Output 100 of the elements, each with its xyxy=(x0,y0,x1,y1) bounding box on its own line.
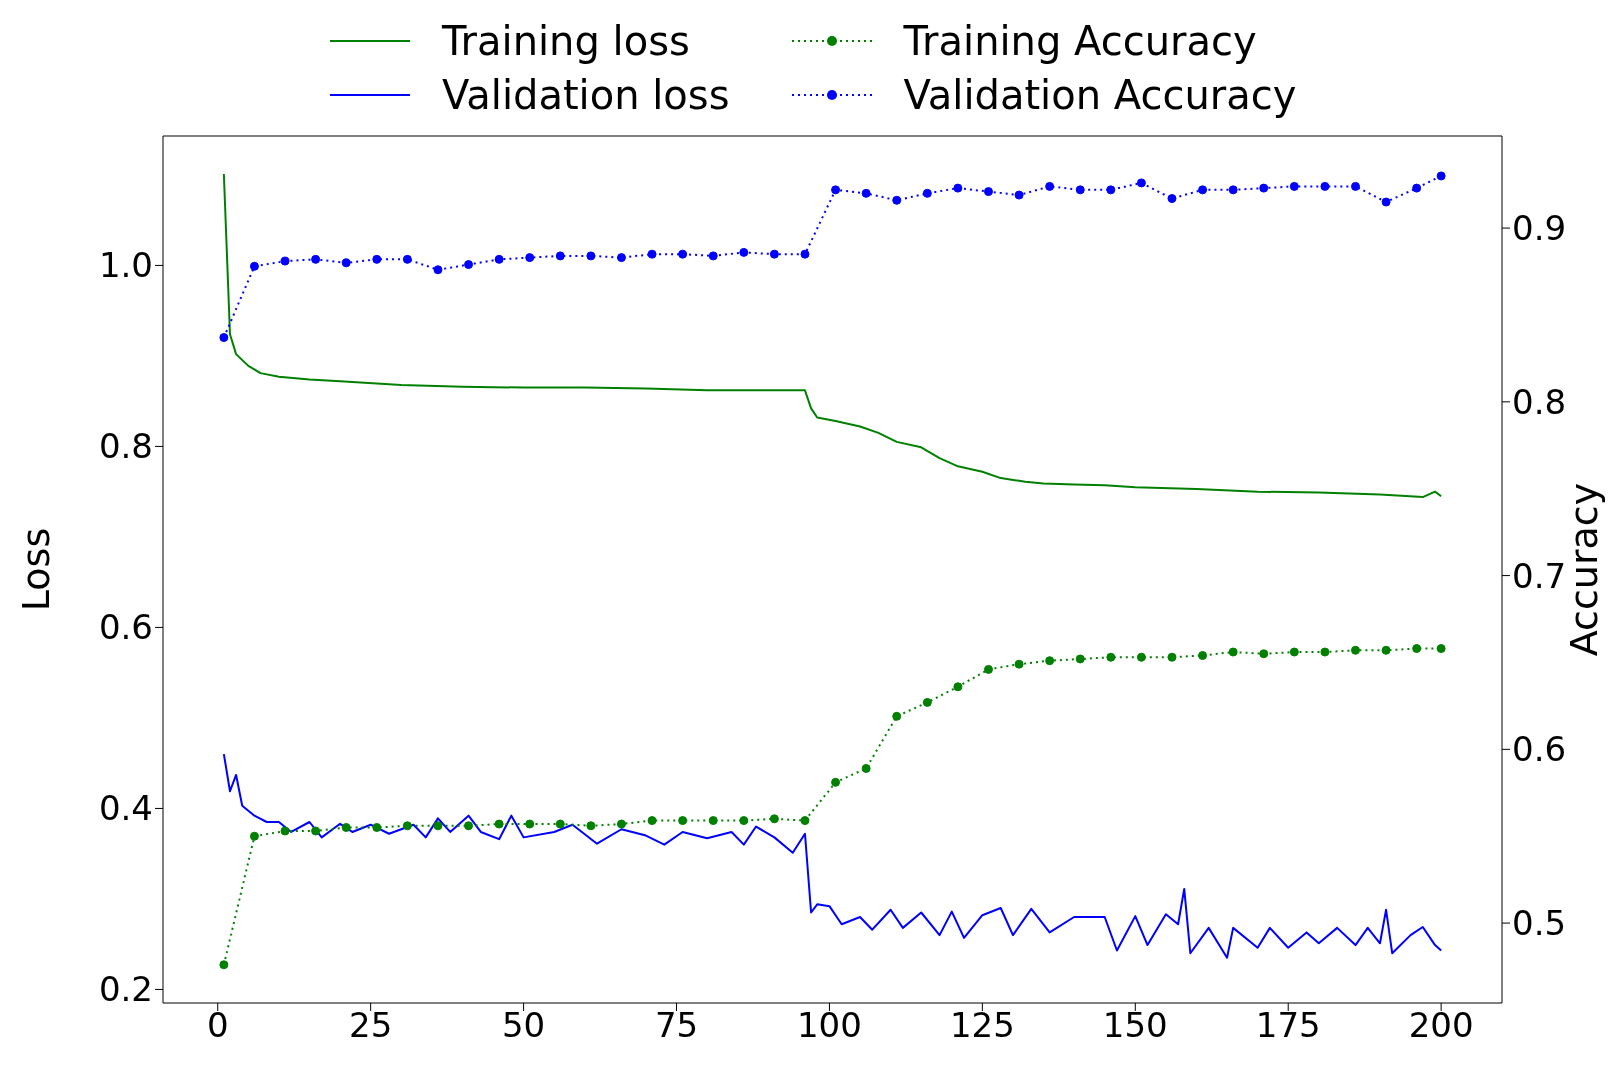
point xyxy=(372,823,382,833)
y-axis-title: Loss xyxy=(14,527,59,612)
point xyxy=(647,816,657,826)
point xyxy=(464,260,474,270)
point xyxy=(1198,185,1208,195)
point xyxy=(1259,183,1269,193)
point xyxy=(1412,183,1422,193)
y2-tick-label: 0.8 xyxy=(1512,381,1567,422)
point xyxy=(1412,644,1422,654)
point xyxy=(433,265,443,275)
point xyxy=(1167,652,1177,662)
point xyxy=(311,254,321,264)
point xyxy=(922,697,932,707)
point xyxy=(861,763,871,773)
point xyxy=(219,333,229,343)
point xyxy=(433,821,443,831)
point xyxy=(922,188,932,198)
point xyxy=(1075,654,1085,664)
point xyxy=(555,819,565,829)
point xyxy=(831,777,841,787)
point xyxy=(219,960,229,970)
point xyxy=(1198,651,1208,661)
point xyxy=(586,251,596,261)
y-tick-label: 0.2 xyxy=(98,969,153,1010)
point xyxy=(1106,185,1116,195)
point xyxy=(525,819,535,829)
point xyxy=(494,819,504,829)
point xyxy=(708,251,718,261)
point xyxy=(769,814,779,824)
point xyxy=(647,249,657,259)
point xyxy=(1351,181,1360,191)
x-tick-label: 50 xyxy=(501,1005,546,1046)
point xyxy=(831,185,841,195)
point xyxy=(1075,185,1085,195)
point xyxy=(1014,659,1024,669)
point xyxy=(1045,181,1055,191)
point xyxy=(372,254,382,264)
x-tick-label: 125 xyxy=(949,1005,1015,1046)
point xyxy=(861,188,871,198)
point xyxy=(1228,647,1238,657)
point xyxy=(341,823,351,833)
point xyxy=(892,195,902,205)
point xyxy=(1289,647,1299,657)
point xyxy=(678,816,688,826)
point xyxy=(1320,181,1330,191)
point xyxy=(769,249,779,259)
point xyxy=(678,249,688,259)
point xyxy=(616,819,626,829)
legend-label: Validation loss xyxy=(442,72,730,118)
y2-tick-label: 0.5 xyxy=(1512,903,1567,944)
point xyxy=(800,249,810,259)
legend-label: Validation Accuracy xyxy=(903,72,1297,118)
point xyxy=(1228,185,1238,195)
point xyxy=(1351,645,1360,655)
point xyxy=(953,183,963,193)
point xyxy=(1436,171,1446,181)
point xyxy=(249,831,259,841)
y-tick-label: 0.6 xyxy=(98,607,153,648)
point xyxy=(1289,181,1299,191)
point xyxy=(800,816,810,826)
point xyxy=(280,256,290,266)
y-tick-label: 0.8 xyxy=(98,426,153,467)
x-tick-label: 25 xyxy=(349,1005,393,1046)
point xyxy=(739,247,749,257)
x-tick-label: 100 xyxy=(796,1005,862,1046)
point xyxy=(616,253,626,263)
x-tick-label: 150 xyxy=(1102,1005,1168,1046)
point xyxy=(1045,656,1055,666)
point xyxy=(892,711,902,721)
point xyxy=(1014,190,1024,200)
point xyxy=(402,821,412,831)
point xyxy=(1381,197,1391,207)
point xyxy=(341,258,351,268)
x-tick-label: 0 xyxy=(206,1005,229,1046)
point xyxy=(494,254,504,264)
point xyxy=(708,816,718,826)
line-series xyxy=(222,753,1443,959)
y-tick-label: 0.4 xyxy=(98,788,153,829)
point xyxy=(983,664,993,674)
point xyxy=(983,187,993,197)
point xyxy=(739,816,749,826)
point xyxy=(1106,652,1116,662)
point xyxy=(586,821,596,831)
x-tick-label: 75 xyxy=(654,1005,699,1046)
x-tick-label: 200 xyxy=(1408,1005,1474,1046)
point xyxy=(402,254,412,264)
point xyxy=(1136,652,1146,662)
point xyxy=(953,682,963,692)
x-tick-label: 175 xyxy=(1255,1005,1321,1046)
point xyxy=(311,826,321,836)
point xyxy=(464,821,474,831)
point xyxy=(525,253,535,263)
legend-label: Training loss xyxy=(442,18,690,64)
point xyxy=(1320,647,1330,657)
point xyxy=(280,826,290,836)
y2-tick-label: 0.9 xyxy=(1512,208,1567,249)
point xyxy=(1259,649,1269,659)
y2-tick-label: 0.6 xyxy=(1512,729,1567,770)
point xyxy=(1167,194,1177,204)
point xyxy=(249,261,259,271)
